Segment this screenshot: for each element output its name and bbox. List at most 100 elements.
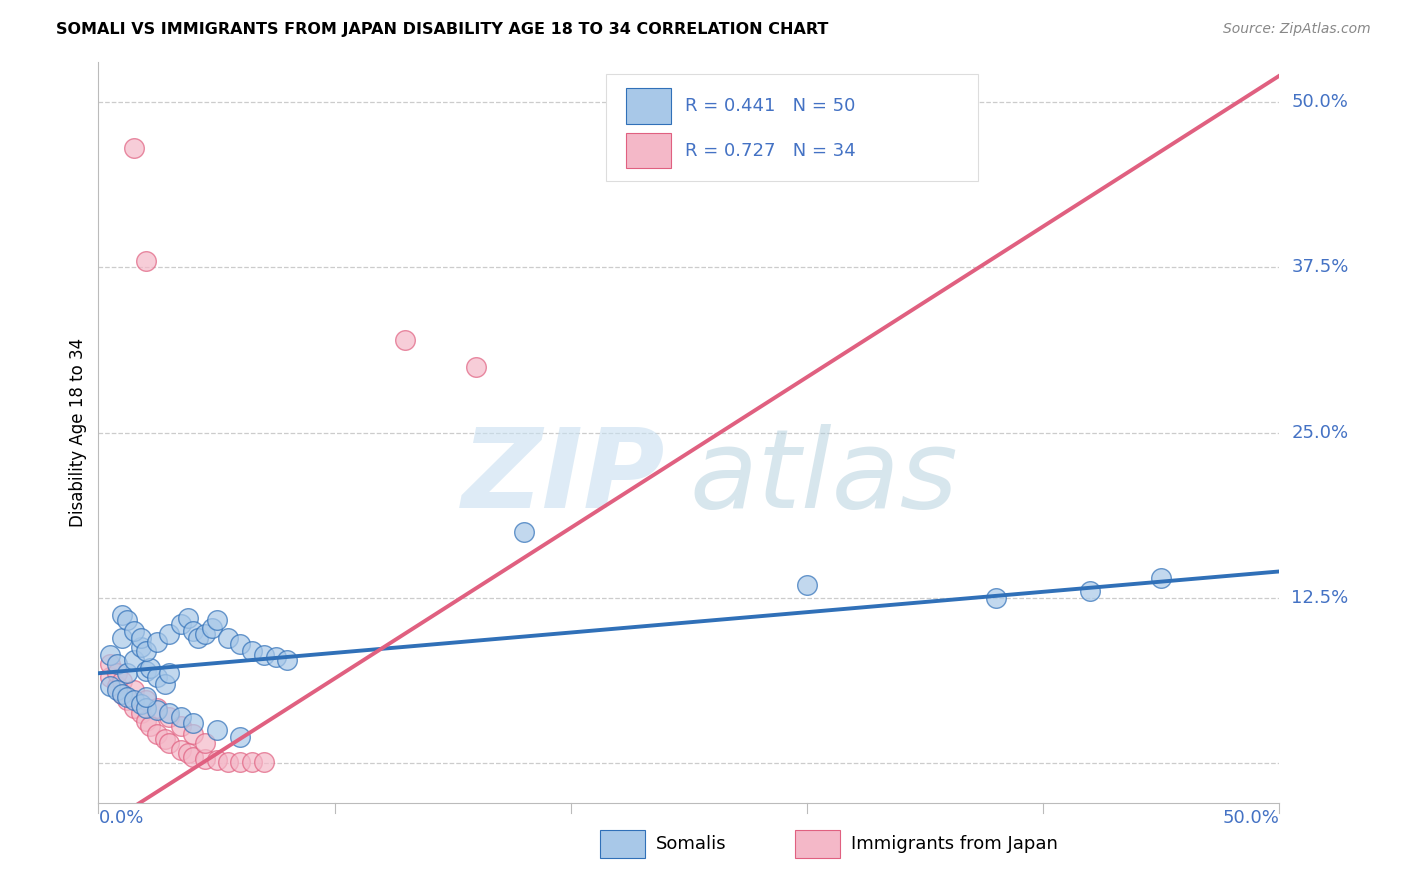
Point (139, 719, 162, 733)
Point (194, 626, 217, 640)
Point (170, 719, 193, 733)
Bar (626, 133, 671, 169)
Point (135, 644, 157, 658)
Bar (600, 830, 645, 858)
Text: 37.5%: 37.5% (1291, 259, 1348, 277)
Point (115, 613, 138, 627)
Point (129, 631, 152, 645)
Point (170, 743, 193, 757)
Point (253, 755, 276, 769)
Point (146, 700, 169, 714)
Point (135, 664, 157, 678)
Point (177, 746, 200, 760)
Point (181, 716, 204, 731)
Point (98, 648, 121, 662)
Point (217, 755, 239, 769)
Point (105, 657, 128, 671)
Text: 50.0%: 50.0% (1291, 93, 1348, 112)
Point (264, 650, 287, 665)
Point (229, 730, 252, 744)
Text: ZIP: ZIP (461, 424, 665, 531)
Point (135, 690, 157, 704)
Text: Source: ZipAtlas.com: Source: ZipAtlas.com (1223, 22, 1371, 37)
Text: Somalis: Somalis (655, 835, 727, 854)
Point (465, 359, 488, 374)
Point (135, 714, 157, 728)
Text: 0.0%: 0.0% (98, 809, 143, 828)
Text: atlas: atlas (689, 424, 957, 531)
Point (135, 692, 157, 706)
Point (181, 749, 204, 764)
Point (122, 653, 145, 667)
Point (181, 727, 204, 741)
Point (1150, 571, 1173, 585)
Point (229, 637, 252, 651)
Text: SOMALI VS IMMIGRANTS FROM JAPAN DISABILITY AGE 18 TO 34 CORRELATION CHART: SOMALI VS IMMIGRANTS FROM JAPAN DISABILI… (56, 22, 828, 37)
Text: 12.5%: 12.5% (1291, 589, 1348, 607)
Point (135, 253, 157, 268)
Point (111, 674, 134, 689)
Point (115, 690, 138, 704)
Bar (626, 88, 671, 124)
Point (512, 524, 534, 539)
Point (201, 621, 224, 635)
Point (146, 727, 169, 741)
Point (122, 700, 145, 714)
Point (177, 611, 200, 625)
Point (229, 755, 252, 769)
Text: 25.0%: 25.0% (1291, 424, 1348, 442)
Point (187, 631, 209, 645)
Point (111, 608, 134, 623)
Point (157, 666, 180, 681)
Point (122, 683, 145, 698)
Bar (796, 830, 841, 858)
Point (105, 666, 128, 681)
Point (394, 333, 416, 347)
Point (253, 648, 276, 662)
Point (157, 626, 180, 640)
Point (146, 634, 169, 648)
Point (115, 692, 138, 706)
Point (146, 703, 169, 717)
Point (217, 631, 239, 645)
Point (129, 697, 152, 711)
Point (139, 661, 162, 675)
Point (98, 657, 121, 671)
Point (181, 624, 204, 638)
Point (122, 624, 145, 638)
Text: 50.0%: 50.0% (1223, 809, 1279, 828)
Point (194, 752, 217, 766)
Point (122, 141, 145, 155)
Point (194, 736, 217, 750)
Point (146, 670, 169, 684)
Text: R = 0.441   N = 50: R = 0.441 N = 50 (685, 97, 856, 115)
Point (984, 591, 1007, 605)
FancyBboxPatch shape (606, 73, 979, 181)
Point (129, 706, 152, 720)
Point (135, 700, 157, 714)
Point (205, 723, 228, 737)
Point (170, 617, 193, 632)
Point (205, 613, 228, 627)
Point (105, 680, 128, 694)
Point (157, 710, 180, 724)
Point (796, 577, 818, 591)
Point (153, 732, 176, 747)
Text: R = 0.727   N = 34: R = 0.727 N = 34 (685, 142, 856, 160)
Text: Immigrants from Japan: Immigrants from Japan (851, 835, 1057, 854)
Point (111, 631, 134, 645)
Point (205, 754, 228, 768)
Point (115, 666, 138, 681)
Point (122, 692, 145, 706)
Point (111, 687, 134, 701)
Point (1080, 584, 1102, 599)
Point (276, 653, 298, 667)
Point (153, 677, 176, 691)
Y-axis label: Disability Age 18 to 34: Disability Age 18 to 34 (69, 338, 87, 527)
Point (157, 706, 180, 720)
Point (157, 736, 180, 750)
Point (111, 687, 134, 701)
Point (105, 683, 128, 698)
Point (170, 710, 193, 724)
Point (129, 640, 152, 654)
